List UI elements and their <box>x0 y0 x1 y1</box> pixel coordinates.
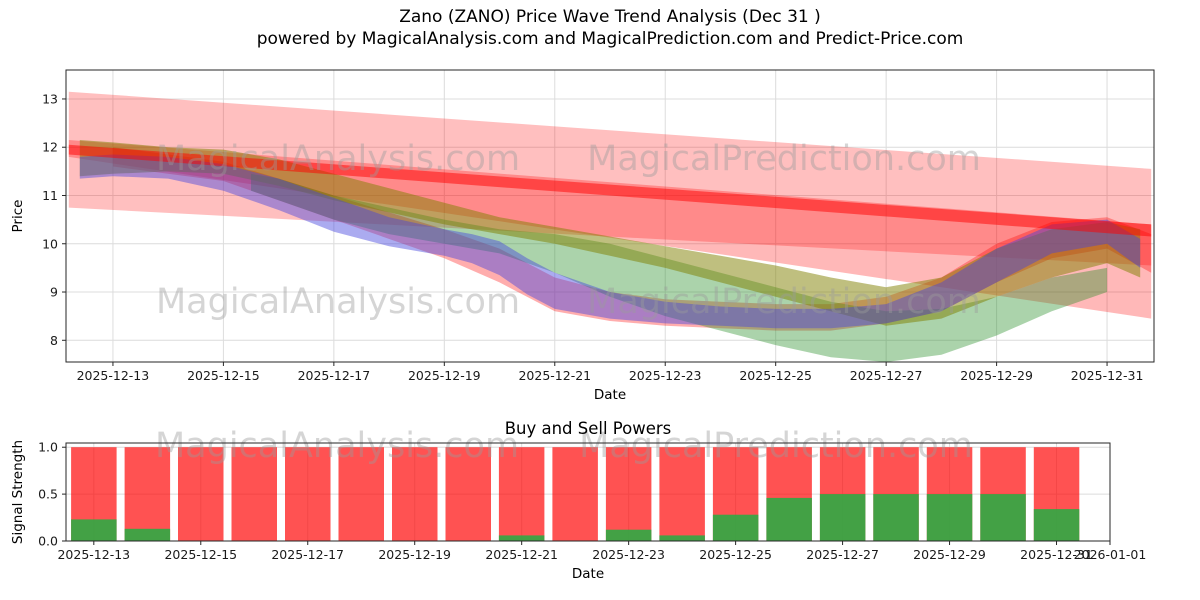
price-wave-chart: MagicalAnalysis.com MagicalPrediction.com… <box>10 69 1155 403</box>
bar-sell-power <box>178 447 224 541</box>
svg-text:2025-12-19: 2025-12-19 <box>408 368 481 383</box>
tick-labels: 8 9 10 11 12 13 2025-12-13 2025-12-15 2025-12-17… <box>42 92 1143 384</box>
chart-title: Zano (ZANO) Price Wave Trend Analysis (D… <box>399 7 821 27</box>
bars-buy-power <box>71 494 1080 541</box>
watermark: MagicalPrediction.com <box>587 282 981 322</box>
bar-buy-power <box>766 497 812 541</box>
svg-text:8: 8 <box>50 333 58 348</box>
bar-buy-power <box>71 519 117 541</box>
y-axis-label: Signal Strength <box>10 440 26 544</box>
svg-text:10: 10 <box>42 236 58 251</box>
bar-buy-power <box>926 494 973 541</box>
watermark: MagicalPrediction.com <box>587 139 981 179</box>
bar-buy-power <box>1033 509 1080 541</box>
bar-buy-power <box>605 529 652 541</box>
bar-buy-power <box>659 535 705 541</box>
watermark: MagicalAnalysis.com <box>156 282 520 322</box>
band-red-trend-line-band <box>68 144 1152 237</box>
subchart-title: Buy and Sell Powers <box>505 419 672 438</box>
bar-buy-power <box>980 494 1026 541</box>
svg-text:12: 12 <box>42 140 58 155</box>
svg-text:2025-12-23: 2025-12-23 <box>592 547 665 562</box>
svg-text:2025-12-15: 2025-12-15 <box>164 547 237 562</box>
bar-sell-power <box>231 447 277 541</box>
svg-text:2025-12-13: 2025-12-13 <box>77 368 150 383</box>
bar-sell-power <box>338 447 384 541</box>
x-axis-label: Date <box>572 566 604 582</box>
bar-sell-power <box>124 447 171 541</box>
svg-text:9: 9 <box>50 285 58 300</box>
svg-text:2025-12-27: 2025-12-27 <box>850 368 923 383</box>
bar-buy-power <box>124 528 171 541</box>
bar-sell-power <box>605 447 652 541</box>
svg-text:2025-12-17: 2025-12-17 <box>271 547 344 562</box>
y-axis-label: Price <box>10 200 26 233</box>
svg-text:0.0: 0.0 <box>38 534 58 549</box>
bar-buy-power <box>819 494 866 541</box>
bar-sell-power <box>285 447 331 541</box>
svg-text:11: 11 <box>42 188 58 203</box>
tick-labels: 0.0 0.5 1.0 2025-12-13 2025-12-15 2025-12-17 2… <box>38 440 1146 562</box>
buy-sell-powers-chart: MagicalAnalysis.com MagicalPrediction.com… <box>10 419 1146 582</box>
bar-buy-power <box>873 494 919 541</box>
svg-text:2025-12-13: 2025-12-13 <box>57 547 130 562</box>
plot-border <box>65 442 1111 542</box>
bar-sell-power <box>392 447 438 541</box>
svg-text:2025-12-27: 2025-12-27 <box>806 547 879 562</box>
band-blue-wave-band <box>79 154 1141 329</box>
chart-header: Zano (ZANO) Price Wave Trend Analysis (D… <box>66 6 1154 50</box>
svg-text:2025-12-25: 2025-12-25 <box>739 368 812 383</box>
svg-text:2025-12-25: 2025-12-25 <box>699 547 772 562</box>
watermark: MagicalPrediction.com <box>579 426 973 466</box>
svg-text:2025-12-21: 2025-12-21 <box>485 547 558 562</box>
x-axis-label: Date <box>594 387 626 403</box>
bar-sell-power <box>498 447 545 541</box>
bar-buy-power <box>498 535 545 541</box>
band-olive-wave-band <box>79 140 1141 326</box>
svg-text:2025-12-23: 2025-12-23 <box>629 368 702 383</box>
watermark: MagicalAnalysis.com <box>156 139 520 179</box>
svg-text:2025-12-31: 2025-12-31 <box>1020 547 1093 562</box>
svg-text:2025-12-29: 2025-12-29 <box>913 547 986 562</box>
svg-text:2025-12-19: 2025-12-19 <box>378 547 451 562</box>
svg-text:2025-12-21: 2025-12-21 <box>518 368 591 383</box>
svg-text:2025-12-15: 2025-12-15 <box>187 368 260 383</box>
svg-text:2025-12-29: 2025-12-29 <box>960 368 1033 383</box>
plot-border <box>65 69 1155 363</box>
bar-buy-power <box>712 514 759 541</box>
svg-text:13: 13 <box>42 92 58 107</box>
watermark: MagicalAnalysis.com <box>155 426 519 466</box>
band-red-fan-upper <box>68 91 1152 266</box>
bar-sell-power <box>445 447 491 541</box>
svg-text:2026-01-01: 2026-01-01 <box>1074 547 1147 562</box>
svg-text:2025-12-17: 2025-12-17 <box>298 368 371 383</box>
svg-text:2025-12-31: 2025-12-31 <box>1071 368 1144 383</box>
bar-sell-power <box>659 447 705 541</box>
svg-text:1.0: 1.0 <box>38 440 58 455</box>
svg-text:0.5: 0.5 <box>38 487 58 502</box>
bar-sell-power <box>552 447 598 541</box>
chart-subtitle: powered by MagicalAnalysis.com and Magic… <box>256 29 964 49</box>
